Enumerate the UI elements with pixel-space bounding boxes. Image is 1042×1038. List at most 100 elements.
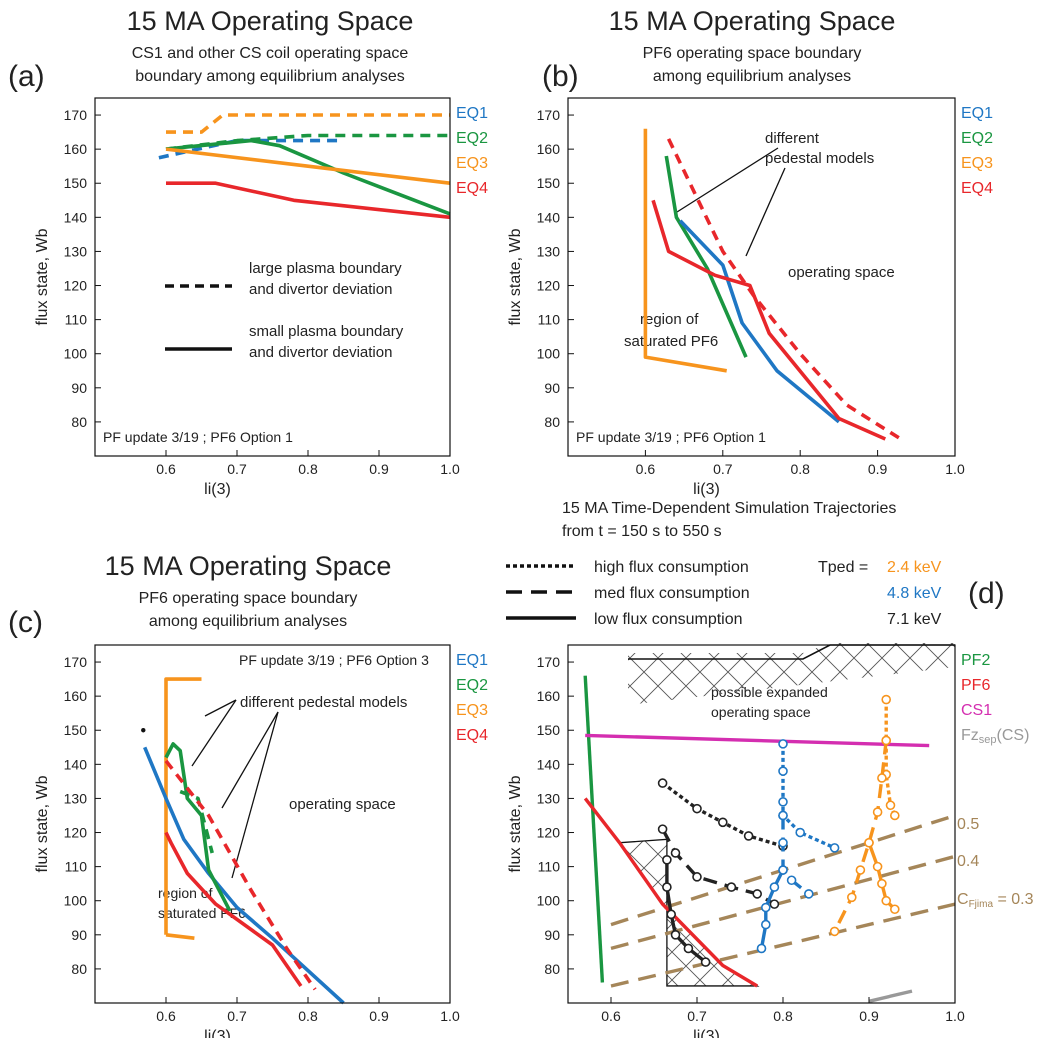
y-tick-label: 160 [537, 141, 561, 157]
panel-d-chart [583, 643, 956, 1003]
high-flux-label: high flux consumption [594, 559, 749, 576]
trajectory-4-8-kev-high-line [781, 743, 836, 850]
panel-b-eq3-solid-line [643, 128, 727, 373]
trajectory-point [752, 889, 763, 899]
tped-value-1: 2.4 keV [887, 559, 942, 576]
y-tick-label: 170 [537, 654, 561, 670]
y-tick-label: 160 [64, 141, 88, 157]
legend-eq2: EQ2 [456, 130, 488, 147]
y-tick-label: 90 [544, 927, 560, 943]
y-tick-label: 130 [64, 243, 88, 259]
panel-a-eq2-dashed-line [165, 133, 450, 151]
large-boundary-label-2: and divertor deviation [249, 281, 392, 298]
legend-fz-sub: sep [979, 734, 997, 746]
x-tick-label: 0.8 [790, 461, 810, 477]
low-flux-label: low flux consumption [594, 611, 743, 628]
panel-d-extra-labels: possible expanded operating space 0.5 0.… [711, 684, 1034, 910]
x-tick-label: 0.7 [713, 461, 733, 477]
trajectory-point [786, 875, 797, 886]
panel-b-chart: PF update 3/19 ; PF6 Option 1 [576, 128, 902, 445]
trajectory-point [692, 803, 702, 814]
pointer-b-1 [676, 147, 779, 213]
y-tick-label: 160 [537, 688, 561, 704]
panel-c-axes: 80 90 100 110 120 130 140 150 160 170 0.6 0.7 0.8 0.9… [34, 644, 460, 1038]
panel-b-subtitle-1: PF6 operating space boundary [643, 45, 862, 62]
x-tick-label: 0.6 [156, 461, 176, 477]
panel-c-letter: (c) [8, 606, 43, 639]
panel-c-frame [94, 644, 451, 1004]
trajectory-point [662, 882, 672, 892]
trajectory-point [662, 854, 672, 865]
legend-eq1: EQ1 [456, 105, 488, 122]
trajectory-point [666, 909, 677, 920]
x-tick-label: 0.8 [298, 1008, 318, 1024]
trajectory-7-1-kev-high-line [661, 781, 784, 848]
x-tick-label: 0.7 [227, 1008, 247, 1024]
panel-c-chart: PF update 3/19 ; PF6 Option 3 [143, 652, 429, 1005]
y-tick-label: 140 [64, 209, 88, 225]
y-tick-label: 120 [64, 825, 88, 841]
pointer-c-2 [191, 699, 237, 767]
trajectory-point [855, 865, 866, 875]
legend-eq4: EQ4 [456, 727, 488, 744]
trajectory-point [881, 735, 892, 746]
legend-fz: Fz [961, 727, 979, 744]
y-tick-label: 140 [64, 756, 88, 772]
panel-c-subtitle-1: PF6 operating space boundary [139, 590, 358, 607]
y-tick-label: 170 [64, 107, 88, 123]
panel-a-letter: (a) [8, 60, 45, 93]
trajectory-point [760, 919, 771, 930]
x-tick-label: 0.6 [156, 1008, 176, 1024]
limit-cs1-line [585, 733, 930, 748]
x-tick-label: 1.0 [440, 1008, 460, 1024]
y-tick-label: 130 [537, 243, 561, 259]
y-tick-label: 100 [537, 346, 561, 362]
panel-a-eq4-solid-line [166, 181, 451, 220]
trajectory-point [756, 943, 767, 954]
operating-space-b: operating space [788, 264, 895, 281]
panel-d-letter: (d) [968, 577, 1005, 610]
small-boundary-label-2: and divertor deviation [249, 344, 392, 361]
y-tick-label: 140 [537, 209, 561, 225]
y-tick-label: 130 [537, 790, 561, 806]
limit-pf6-line [583, 797, 759, 988]
small-boundary-label-1: small plasma boundary [249, 323, 404, 340]
trajectory-point [657, 824, 668, 834]
diff-pedestal-b-2: pedestal models [765, 150, 874, 167]
y-tick-label: 160 [64, 688, 88, 704]
y-tick-label: 110 [65, 312, 88, 328]
panel-a-frame [94, 97, 451, 457]
panel-b-axes: 80 90 100 110 120 130 140 150 160 170 0.6 0.7 0.8 0.9… [507, 97, 965, 498]
limit-fzsep-cs--line [868, 989, 913, 1003]
trajectory-point [769, 899, 780, 909]
panel-c-eq3-solid-line [165, 933, 195, 940]
plots-layer: PF update 3/19 ; PF6 Option 1 80 90 100 110 1… [34, 97, 1030, 1038]
y-axis-label: flux state, Wb [507, 775, 524, 872]
legend-fz-suffix: (CS) [997, 727, 1030, 744]
saturated-b-2: saturated PF6 [624, 333, 718, 350]
panel-c-eq4-solid-line [164, 831, 303, 988]
y-tick-label: 170 [64, 654, 88, 670]
pf-limited-hatch-region [618, 838, 760, 987]
trajectory-point [692, 872, 702, 882]
panel-a-eq3-solid-line [165, 147, 451, 185]
x-axis-label: li(3) [204, 481, 231, 498]
panel-d-header: 15 MA Time-Dependent Simulation Trajecto… [506, 500, 1005, 628]
trajectory-point [877, 773, 887, 783]
panel-c-note: PF update 3/19 ; PF6 Option 3 [239, 652, 429, 668]
panel-a-legend: EQ1 EQ2 EQ3 EQ4 [456, 105, 488, 197]
trajectory-point [778, 766, 788, 776]
trajectory-point [881, 694, 892, 705]
trajectory-point [778, 797, 788, 807]
trajectory-point [872, 861, 883, 872]
y-tick-label: 100 [537, 893, 561, 909]
panel-b-header: 15 MA Operating Space PF6 operating spac… [542, 6, 895, 93]
y-tick-label: 150 [64, 175, 88, 191]
trajectory-point [670, 848, 681, 858]
y-tick-label: 150 [537, 722, 561, 738]
panel-b-eq4-solid-line [651, 199, 887, 441]
cfjima-05-label: 0.5 [957, 816, 979, 833]
y-tick-label: 120 [64, 278, 88, 294]
x-tick-label: 0.9 [859, 1008, 879, 1024]
panel-d-subtitle-1: 15 MA Time-Dependent Simulation Trajecto… [562, 500, 896, 517]
